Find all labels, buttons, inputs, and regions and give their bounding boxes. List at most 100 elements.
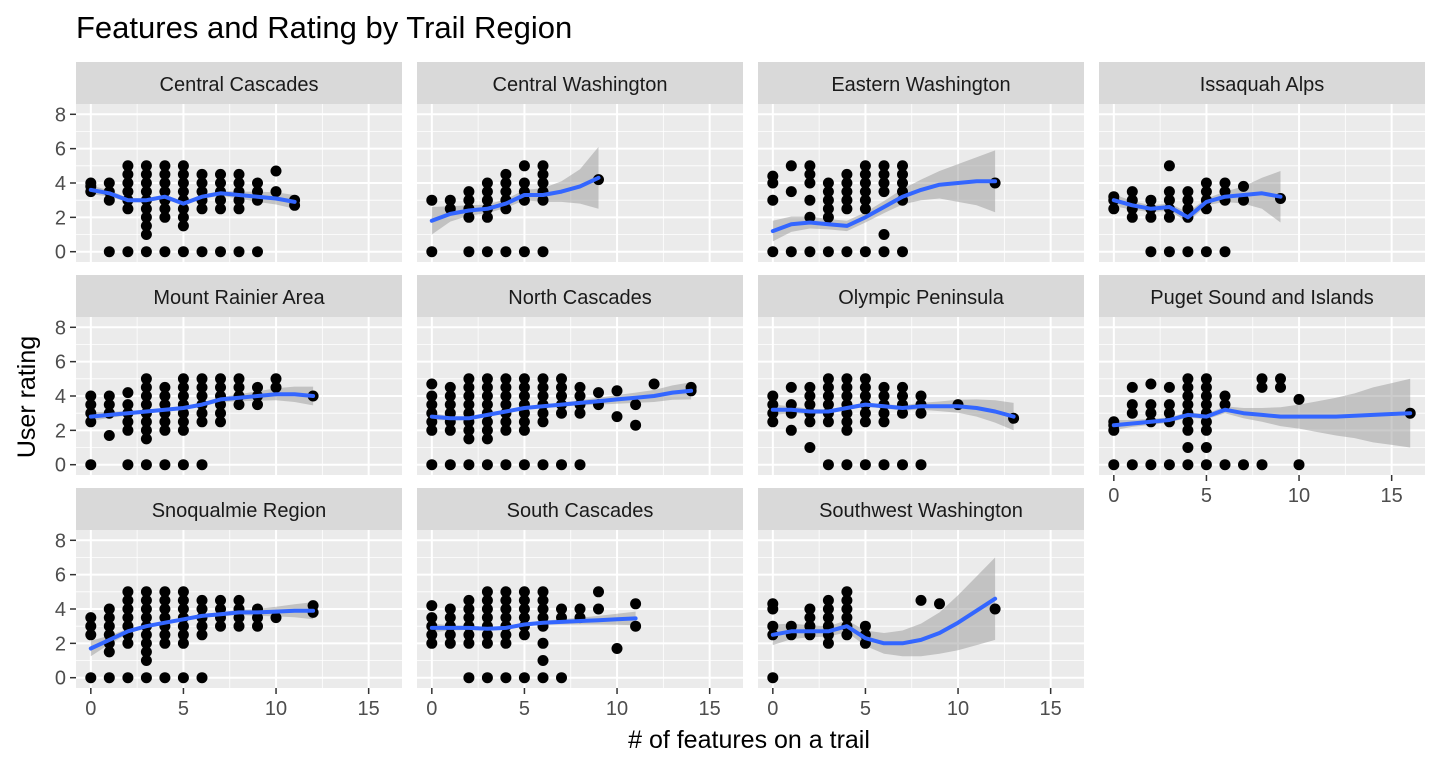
x-tick-label: 5 (178, 698, 189, 720)
data-point (537, 373, 549, 385)
data-point (518, 603, 530, 615)
data-point (85, 612, 97, 624)
x-tick-label: 5 (1201, 485, 1212, 507)
data-point (1163, 381, 1175, 393)
data-point (878, 416, 890, 428)
data-point (159, 160, 171, 172)
data-point (1145, 399, 1157, 411)
data-point (1256, 373, 1268, 385)
data-point (444, 603, 456, 615)
data-point (500, 586, 512, 598)
data-point (103, 194, 115, 206)
data-point (785, 246, 797, 258)
data-point (989, 603, 1001, 615)
facet-panel: Central Washington (417, 62, 743, 262)
data-point (859, 186, 871, 198)
facet-strip-label: South Cascades (507, 500, 654, 522)
data-point (859, 416, 871, 428)
data-point (518, 459, 530, 471)
y-tick-label: 0 (55, 455, 66, 477)
data-point (159, 177, 171, 189)
data-point (1163, 194, 1175, 206)
data-point (841, 424, 853, 436)
facet-strip (417, 275, 743, 317)
data-point (215, 407, 226, 419)
data-point (444, 399, 456, 411)
data-point (1182, 186, 1194, 198)
data-point (159, 211, 171, 223)
data-point (804, 168, 816, 180)
data-point (518, 672, 530, 684)
data-point (140, 433, 152, 445)
data-point (611, 411, 623, 423)
data-point (630, 598, 642, 610)
y-tick-label: 0 (55, 242, 66, 264)
data-point (841, 373, 853, 385)
data-point (252, 177, 263, 189)
data-point (537, 672, 549, 684)
facet-strip-label: Issaquah Alps (1200, 74, 1325, 96)
data-point (1238, 194, 1249, 206)
data-point (233, 373, 245, 385)
data-point (177, 459, 189, 471)
data-point (500, 416, 512, 428)
data-point (518, 594, 530, 606)
data-point (574, 603, 586, 615)
data-point (518, 160, 530, 172)
data-point (426, 399, 438, 411)
data-point (122, 168, 134, 180)
x-tick-label: 5 (860, 698, 871, 720)
data-point (196, 603, 208, 615)
data-point (122, 672, 134, 684)
x-axis-title: # of features on a trail (628, 726, 870, 754)
data-point (426, 424, 438, 436)
data-point (785, 424, 797, 436)
data-point (177, 407, 189, 419)
data-point (804, 442, 816, 453)
data-point (859, 407, 871, 419)
data-point (481, 194, 493, 206)
data-point (822, 373, 834, 385)
data-point (822, 594, 834, 606)
data-point (233, 203, 245, 215)
facet-panel: Puget Sound and Islands 0 5 10 15 (1099, 275, 1425, 507)
data-point (859, 246, 871, 258)
data-point (1126, 399, 1138, 411)
data-point (537, 459, 549, 471)
data-point (1182, 203, 1194, 215)
data-point (159, 672, 171, 684)
data-point (270, 612, 282, 624)
data-point (159, 424, 171, 436)
data-point (122, 459, 134, 471)
facet-panel: Issaquah Alps (1099, 62, 1425, 262)
data-point (822, 194, 834, 206)
data-point (841, 186, 853, 198)
data-point (463, 594, 475, 606)
data-point (1182, 442, 1194, 453)
smooth-line (770, 179, 998, 234)
facet-strip (76, 62, 402, 104)
y-tick-label: 2 (55, 633, 66, 655)
facet-strip (758, 488, 1084, 530)
data-point (500, 177, 512, 189)
data-point (140, 177, 152, 189)
data-point (426, 416, 438, 428)
y-tick-label: 8 (55, 104, 66, 126)
data-point (233, 620, 245, 632)
data-point (859, 373, 871, 385)
x-tick-label: 15 (699, 698, 721, 720)
data-point (1200, 186, 1212, 198)
facet-panel: South Cascades 0 5 10 15 (417, 488, 743, 720)
data-point (444, 407, 456, 419)
data-point (426, 459, 438, 471)
data-point (822, 459, 834, 471)
data-point (537, 416, 549, 428)
data-point (537, 655, 549, 666)
facet-panel: Snoqualmie Region 0 2 4 6 8 0 5 10 15 (55, 488, 402, 720)
data-point (500, 672, 512, 684)
data-point (1126, 211, 1138, 223)
data-point (177, 637, 189, 649)
smooth-line (429, 175, 601, 223)
data-point (593, 586, 604, 598)
data-point (915, 459, 927, 471)
